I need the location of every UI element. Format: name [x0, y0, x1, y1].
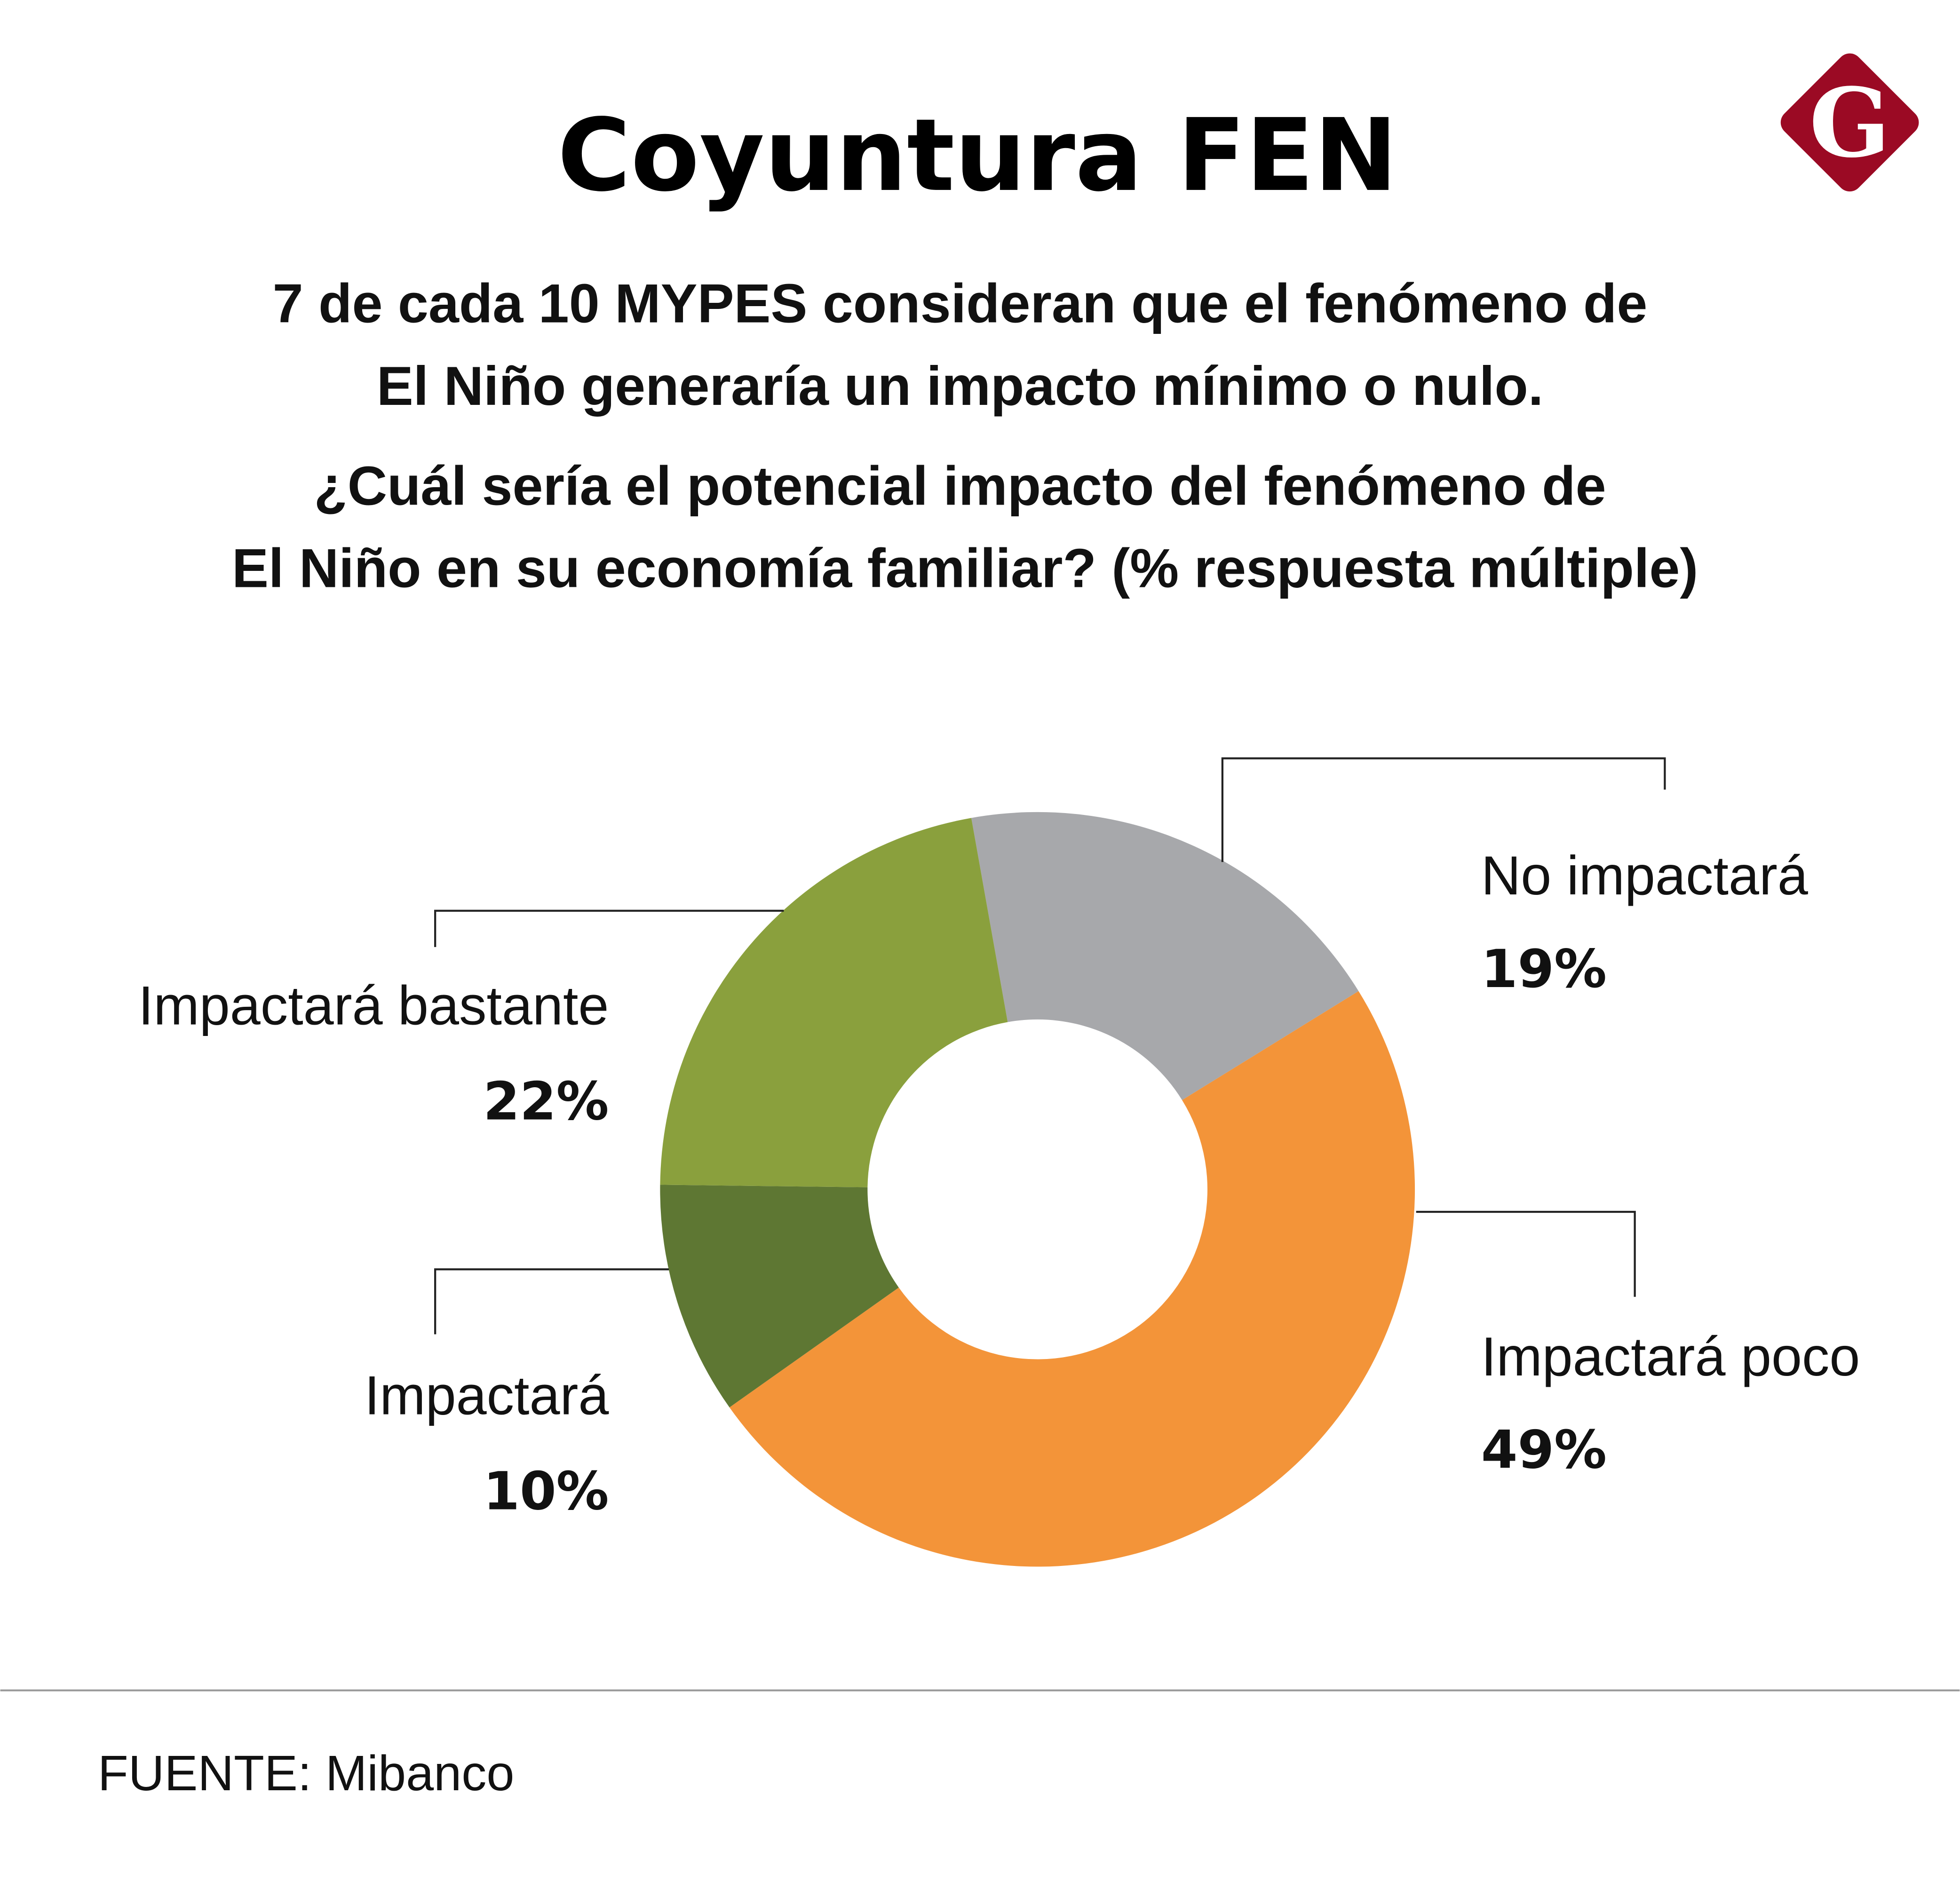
data-label: 49%: [1481, 1420, 1607, 1481]
logo: G: [1780, 53, 1919, 192]
subtitle-line-2: El Niño generaría un impacto mínimo o nu…: [377, 355, 1544, 417]
donut-slice-impactará-bastante: [660, 818, 1008, 1187]
donut-slice-no-impactará: [971, 812, 1359, 1100]
source-note: FUENTE: Mibanco: [98, 1745, 515, 1801]
slice-label: Impactará: [365, 1364, 609, 1426]
donut-chart: [660, 812, 1415, 1567]
leader-line-impactara: [434, 1268, 669, 1335]
slice-label: Impactará poco: [1481, 1326, 1860, 1387]
data-label: 19%: [1481, 939, 1607, 1000]
donut-slice-impactará: [660, 1185, 899, 1407]
donut-slice-impactará-poco: [729, 991, 1415, 1567]
slice-label: Impactará bastante: [138, 975, 609, 1036]
data-label: 22%: [483, 1071, 609, 1132]
logo-diamond: [1780, 53, 1919, 192]
subtitle-line-1: 7 de cada 10 MYPES consideran que el fen…: [273, 272, 1648, 334]
leader-line-impactara-bastante: [434, 909, 784, 947]
data-label: 10%: [483, 1461, 609, 1522]
page-title: Coyuntura FEN: [557, 98, 1397, 214]
leader-line-no-impactara: [1221, 757, 1666, 862]
slice-label: No impactará: [1481, 845, 1808, 906]
leader-line-impactara-poco: [1416, 1210, 1636, 1297]
question-line-1: ¿Cuál sería el potencial impacto del fen…: [314, 455, 1606, 516]
question-line-2: El Niño en su economía familiar? (% resp…: [232, 537, 1698, 599]
logo-letter: G: [1809, 67, 1890, 179]
